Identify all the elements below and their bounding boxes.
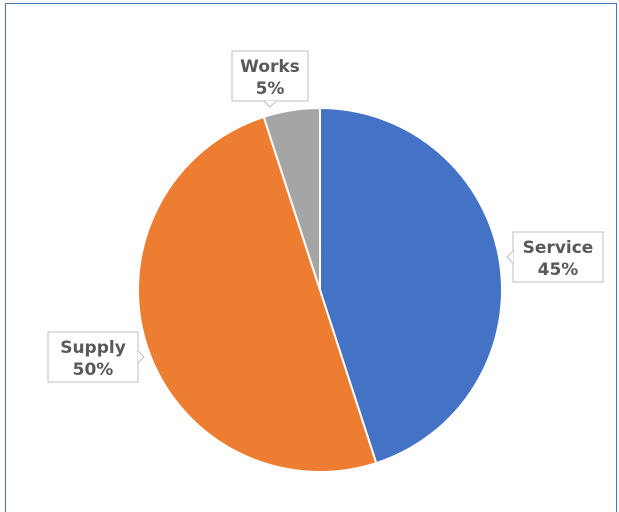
data-label-percent: 5% bbox=[256, 79, 285, 99]
data-label-category: Service bbox=[523, 238, 594, 258]
data-label-pointer bbox=[137, 350, 145, 364]
data-label-percent: 45% bbox=[538, 260, 579, 280]
data-label-category: Supply bbox=[60, 338, 126, 358]
pie-slice-service bbox=[319, 106, 503, 465]
data-label-box bbox=[512, 231, 604, 283]
data-label-category: Works bbox=[240, 57, 300, 77]
pie-slices bbox=[137, 106, 503, 473]
pie-slice-works bbox=[262, 106, 321, 291]
data-label-pointer bbox=[506, 250, 514, 264]
pie-slice-supply bbox=[137, 115, 378, 473]
data-label-percent: 50% bbox=[73, 360, 114, 380]
data-label-pointer bbox=[263, 100, 277, 108]
data-label-box bbox=[231, 50, 309, 102]
